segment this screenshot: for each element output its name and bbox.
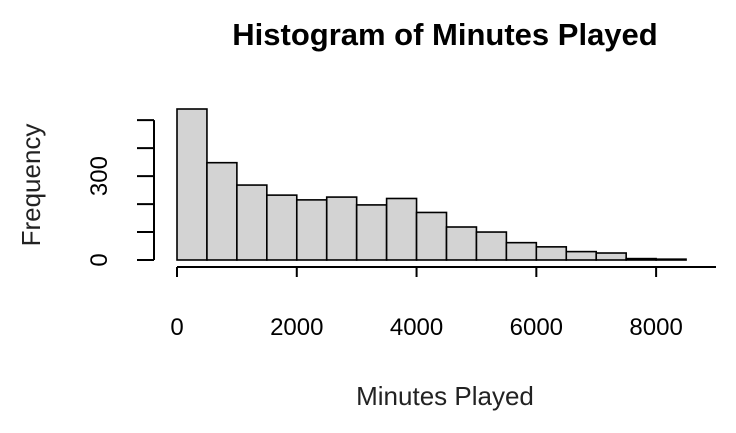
histogram-bar — [415, 211, 448, 261]
y-tick-label: 300 — [86, 156, 113, 196]
histogram-bar — [295, 199, 328, 261]
histogram-bar — [325, 196, 358, 261]
histogram-bar — [505, 241, 538, 261]
histogram-bar — [655, 258, 687, 261]
histogram-bar — [535, 246, 568, 261]
histogram-bar — [355, 204, 388, 261]
bars-layer — [176, 108, 687, 261]
y-axis: 0 300 — [86, 119, 155, 267]
y-axis-label: Frequency — [16, 124, 46, 247]
x-tick-label: 2000 — [270, 314, 323, 341]
y-tick-label: 0 — [86, 253, 113, 266]
histogram-bar — [266, 194, 298, 261]
histogram-bar — [595, 252, 627, 261]
x-axis-label: Minutes Played — [356, 381, 534, 411]
histogram-bar — [206, 161, 238, 261]
histogram-bar — [236, 184, 268, 261]
histogram-bar — [176, 108, 208, 261]
x-tick-label: 6000 — [510, 314, 563, 341]
histogram-bar — [565, 250, 598, 261]
x-tick-label: 0 — [170, 314, 183, 341]
histogram-bar — [475, 231, 508, 261]
histogram-bar — [445, 226, 478, 261]
histogram-bar — [385, 197, 418, 261]
x-tick-label: 4000 — [390, 314, 443, 341]
x-axis: 0 2000 4000 6000 8000 — [170, 266, 716, 341]
x-tick-label: 8000 — [629, 314, 682, 341]
chart-title: Histogram of Minutes Played — [232, 17, 657, 52]
histogram-bar — [625, 257, 657, 261]
